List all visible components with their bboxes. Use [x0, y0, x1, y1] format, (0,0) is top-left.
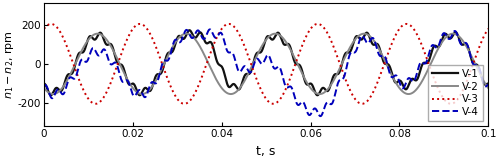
V-1 [231, 83, 237, 85]
V-4 [231, 55, 237, 57]
V-3 [359, 103, 365, 105]
V-1 [212, 52, 218, 54]
Legend: V-1, V-2, V-3, V-4: V-1, V-2, V-3, V-4 [428, 65, 483, 121]
V-4 [212, 36, 218, 38]
V-1 [477, 70, 483, 72]
V-2 [118, 66, 124, 68]
X-axis label: t, s: t, s [256, 145, 276, 157]
V-2 [212, 76, 218, 77]
V-2 [139, 93, 145, 95]
V-1 [41, 83, 47, 85]
V-4 [41, 84, 47, 86]
V-2 [92, 33, 98, 35]
V-1 [92, 39, 98, 41]
V-2 [231, 92, 237, 94]
V-3 [212, 42, 218, 44]
Line: V-3: V-3 [44, 24, 488, 104]
V-3 [92, 103, 98, 105]
V-2 [184, 33, 190, 35]
V-4 [318, 115, 324, 117]
V-2 [486, 87, 492, 89]
V-3 [404, 23, 409, 25]
V-1 [136, 94, 142, 96]
V-1 [186, 29, 192, 31]
V-2 [41, 87, 47, 89]
V-4 [486, 83, 492, 85]
V-3 [429, 72, 435, 74]
V-4 [429, 45, 435, 47]
V-3 [477, 45, 483, 47]
V-1 [429, 50, 435, 52]
V-4 [118, 78, 124, 80]
V-2 [477, 73, 483, 75]
V-3 [486, 28, 492, 30]
V-3 [41, 28, 47, 30]
Y-axis label: $n_1 - n_2$, rpm: $n_1 - n_2$, rpm [4, 30, 16, 99]
V-1 [486, 83, 492, 85]
V-2 [429, 60, 435, 62]
V-1 [118, 64, 124, 66]
V-3 [230, 25, 236, 27]
V-4 [477, 69, 483, 71]
V-4 [92, 48, 98, 50]
Line: V-1: V-1 [44, 30, 488, 95]
Line: V-4: V-4 [44, 29, 488, 116]
Line: V-2: V-2 [44, 34, 488, 94]
V-4 [207, 28, 213, 30]
V-3 [118, 54, 124, 56]
